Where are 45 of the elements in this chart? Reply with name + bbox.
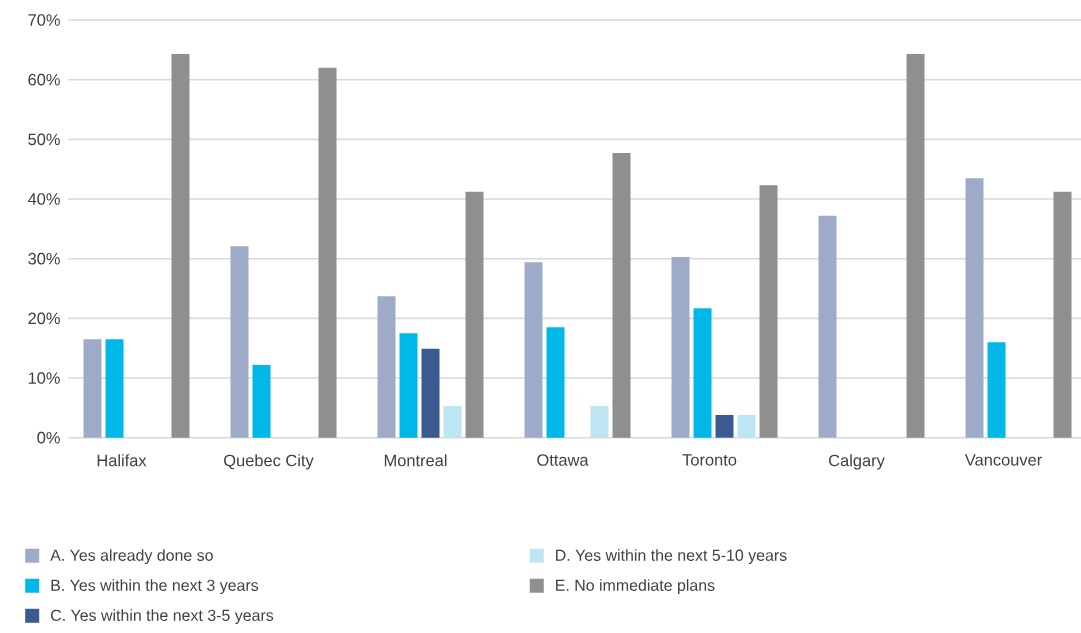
bar xyxy=(693,308,712,438)
x-tick-label: Ottawa xyxy=(537,454,589,466)
x-tick-label: Montreal xyxy=(384,454,447,467)
bar xyxy=(612,153,631,438)
bar xyxy=(737,415,756,438)
bar xyxy=(171,54,190,438)
x-tick-label: Quebec City xyxy=(224,454,314,470)
legend-label: D. Yes within the next 5-10 years xyxy=(556,549,787,565)
y-tick-label: 50% xyxy=(28,133,60,146)
bar xyxy=(377,296,396,438)
bar xyxy=(83,339,102,438)
bar xyxy=(590,406,609,438)
y-tick-label: 10% xyxy=(28,372,60,384)
bar xyxy=(399,333,418,438)
x-tick-label: Toronto xyxy=(682,454,737,466)
x-tick-label: Halifax xyxy=(97,454,147,467)
bar xyxy=(987,342,1006,438)
y-tick-label: 40% xyxy=(27,193,60,205)
bar xyxy=(105,339,124,438)
x-tick-label: Vancouver xyxy=(964,454,1042,466)
bar xyxy=(465,191,484,438)
bar xyxy=(230,246,249,438)
bar xyxy=(252,364,271,438)
legend-label: B. Yes within the next 3 years xyxy=(51,579,259,595)
bar xyxy=(965,178,984,438)
y-tick-label: 70% xyxy=(28,14,60,26)
bar xyxy=(671,256,690,438)
bar xyxy=(318,67,337,438)
bar xyxy=(906,54,925,438)
y-tick-label: 20% xyxy=(28,312,60,325)
bar xyxy=(1053,191,1072,438)
legend-label: E. No immediate plans xyxy=(556,579,715,595)
y-tick-label: 0% xyxy=(37,431,60,444)
bar xyxy=(443,406,462,438)
bar xyxy=(524,262,543,438)
legend-label: A. Yes already done so xyxy=(50,549,213,565)
bar xyxy=(546,327,565,438)
y-tick-label: 60% xyxy=(28,73,60,86)
bar xyxy=(818,215,837,438)
bar xyxy=(715,415,734,438)
x-tick-label: Calgary xyxy=(829,454,885,470)
y-tick-label: 30% xyxy=(28,252,60,265)
bar xyxy=(759,185,778,438)
legend-label: C. Yes within the next 3-5 years xyxy=(51,609,274,625)
bar xyxy=(421,348,440,438)
